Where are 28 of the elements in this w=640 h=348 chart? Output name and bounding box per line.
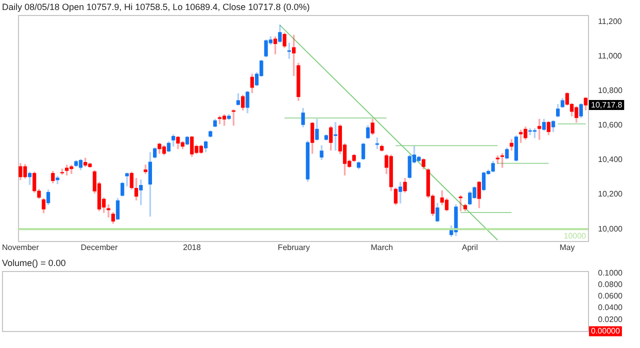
y-tick-label: 10,600 <box>598 120 624 130</box>
x-tick-label: March <box>370 243 393 252</box>
candlestick <box>106 204 110 218</box>
y-tick-label: 10,000 <box>598 224 624 234</box>
candlestick <box>125 172 129 186</box>
y-tick-label: 10,800 <box>598 86 624 96</box>
text: 10,717.8 <box>591 100 623 110</box>
y-tick-label: 0.1000 <box>598 268 624 278</box>
y-tick-label: 0.0400 <box>598 303 624 312</box>
x-tick-label: May <box>560 243 575 252</box>
x-tick-label: April <box>462 243 478 252</box>
y-tick-label: 10,400 <box>598 155 624 164</box>
y-tick-label: 0.0600 <box>598 292 624 301</box>
x-tick-label: 2018 <box>182 243 202 252</box>
y-tick-label: 11,200 <box>598 16 622 26</box>
chart-title: Volume() = 0.00 <box>2 258 66 268</box>
candlestick <box>144 164 148 174</box>
x-tick-label: November <box>2 243 40 252</box>
chart-title: Daily 08/05/18 Open 10757.9, Hi 10758.5, Lo 10689.4, Close 10717.8 (0.0%) <box>2 2 310 12</box>
y-tick-label: 11,000 <box>598 51 622 60</box>
y-tick-label: 0.0200 <box>598 314 624 324</box>
text: 0.00000 <box>591 326 620 336</box>
y-tick-label: 10,200 <box>598 190 624 199</box>
ref-line-label: 10000 <box>564 231 587 240</box>
x-tick-label: December <box>80 243 118 252</box>
y-tick-label: 0.0800 <box>598 280 624 289</box>
candlestick <box>334 122 338 151</box>
x-tick-label: February <box>278 243 310 252</box>
